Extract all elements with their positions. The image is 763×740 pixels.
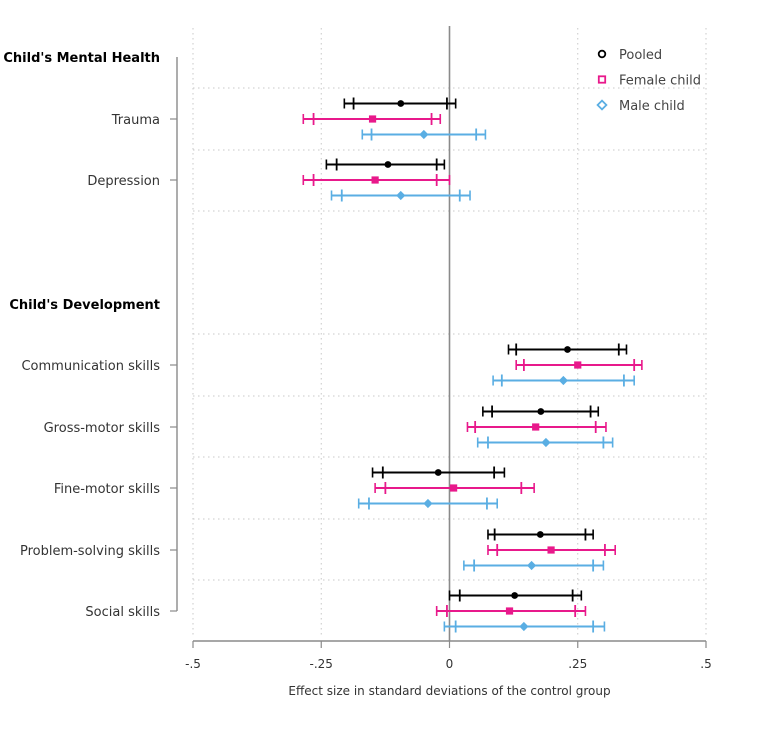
point-estimate-pooled <box>564 346 571 353</box>
point-estimate-female <box>371 176 379 184</box>
point-estimate-female <box>574 361 582 369</box>
marks-layer <box>302 97 643 633</box>
x-tick-label: 0 <box>446 657 454 671</box>
legend-marker-diamond <box>596 99 608 111</box>
point-estimate-female <box>505 607 514 615</box>
group-heading: Child's Mental Health <box>3 51 160 66</box>
group-heading: Child's Development <box>9 298 160 313</box>
x-tick-label: .5 <box>700 657 711 671</box>
labels-layer: Child's Mental Health Trauma Depression Chi… <box>3 51 160 620</box>
legend: Pooled Female child Male child <box>596 48 701 114</box>
point-estimate-male <box>541 437 551 448</box>
point-estimate-male <box>423 498 433 509</box>
x-tick-label: -.25 <box>310 657 333 671</box>
point-estimate-male <box>519 621 529 632</box>
point-estimate-female <box>547 546 555 554</box>
point-estimate-female <box>532 423 540 431</box>
point-estimate-male <box>419 129 429 140</box>
outcome-label: Gross-motor skills <box>44 421 161 436</box>
point-estimate-female <box>368 115 377 123</box>
point-estimate-pooled <box>384 161 392 168</box>
point-estimate-pooled <box>536 531 544 538</box>
axis-layer: -.5 -.25 0 .25 .5 Effect size in standard dev… <box>170 26 712 698</box>
point-estimate-pooled <box>397 100 405 107</box>
outcome-label: Trauma <box>111 113 160 128</box>
point-estimate-male <box>396 190 406 201</box>
x-axis-label: Effect size in standard deviations of th… <box>288 684 610 698</box>
x-tick-label: -.5 <box>185 657 201 671</box>
point-estimate-female <box>450 484 458 492</box>
legend-marker-circle <box>597 49 607 59</box>
point-estimate-male <box>558 375 568 386</box>
outcome-label: Communication skills <box>21 359 160 374</box>
point-estimate-pooled <box>434 469 442 476</box>
point-estimate-male <box>526 560 537 571</box>
legend-label: Pooled <box>619 48 662 63</box>
outcome-label: Depression <box>87 174 160 189</box>
legend-label: Female child <box>619 74 701 89</box>
point-estimate-pooled <box>511 592 519 599</box>
outcome-label: Social skills <box>85 605 160 620</box>
legend-label: Male child <box>619 99 685 114</box>
outcome-label: Problem-solving skills <box>20 544 160 559</box>
outcome-label: Fine-motor skills <box>54 482 160 497</box>
legend-marker-square <box>597 75 607 84</box>
point-estimate-pooled <box>537 408 545 415</box>
x-tick-label: .25 <box>568 657 587 671</box>
